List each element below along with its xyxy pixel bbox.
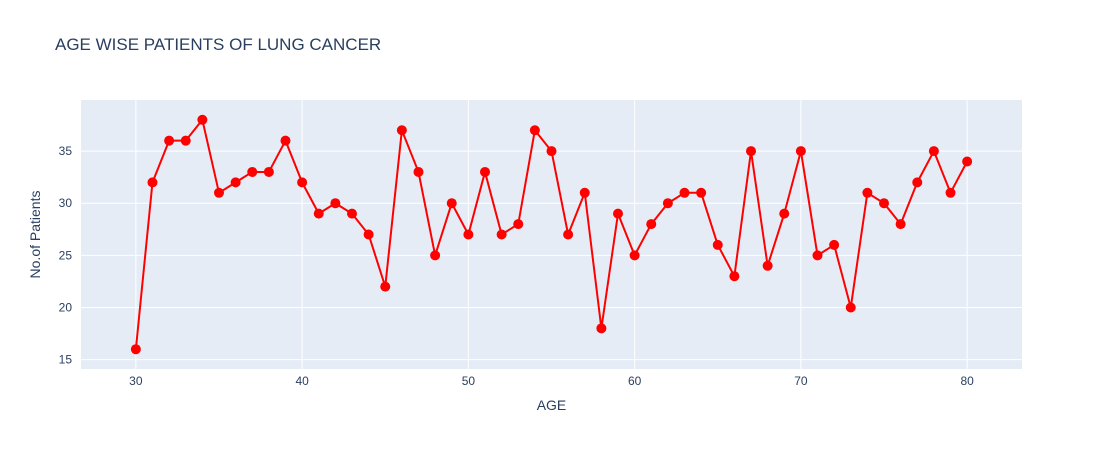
data-point[interactable] [430,250,441,261]
data-point[interactable] [928,146,939,157]
x-tick-label: 50 [462,374,476,388]
data-point[interactable] [646,219,657,230]
data-point[interactable] [912,177,923,188]
data-point[interactable] [164,135,175,146]
data-point[interactable] [862,187,873,198]
x-tick-label: 30 [129,374,143,388]
plot-area [81,100,1022,369]
data-point[interactable] [263,166,274,177]
data-point[interactable] [363,229,374,240]
data-point[interactable] [579,187,590,198]
data-point[interactable] [829,239,840,250]
data-point[interactable] [247,166,258,177]
y-tick-label: 35 [59,144,73,158]
data-point[interactable] [546,146,557,157]
data-point[interactable] [563,229,574,240]
data-point[interactable] [746,146,757,157]
data-point[interactable] [496,229,507,240]
data-point[interactable] [629,250,640,261]
data-point[interactable] [147,177,158,188]
data-point[interactable] [795,146,806,157]
data-point[interactable] [812,250,823,261]
data-point[interactable] [762,260,773,271]
data-point[interactable] [213,187,224,198]
data-point[interactable] [130,344,141,355]
data-point[interactable] [712,239,723,250]
chart-title: AGE WISE PATIENTS OF LUNG CANCER [55,35,382,54]
data-point[interactable] [529,125,540,136]
data-point[interactable] [280,135,291,146]
data-point[interactable] [696,187,707,198]
y-tick-labels: 15 20 25 30 35 [59,144,73,367]
y-tick-label: 25 [59,248,73,262]
data-point[interactable] [330,198,341,209]
data-point[interactable] [962,156,973,167]
data-point[interactable] [313,208,324,219]
data-point[interactable] [297,177,308,188]
data-point[interactable] [779,208,790,219]
data-point[interactable] [396,125,407,136]
y-tick-label: 20 [59,300,73,314]
data-point[interactable] [197,114,208,125]
data-point[interactable] [463,229,474,240]
data-point[interactable] [446,198,457,209]
x-tick-label: 70 [794,374,808,388]
data-point[interactable] [180,135,191,146]
data-point[interactable] [479,166,490,177]
y-tick-label: 30 [59,196,73,210]
data-point[interactable] [895,219,906,230]
x-axis-title: AGE [537,397,567,413]
data-point[interactable] [613,208,624,219]
series-group [130,114,973,355]
data-point[interactable] [380,281,391,292]
data-point[interactable] [945,187,956,198]
data-point[interactable] [346,208,357,219]
data-point[interactable] [596,323,607,334]
data-point[interactable] [729,271,740,282]
data-point[interactable] [230,177,241,188]
y-tick-label: 15 [59,353,73,367]
x-tick-label: 40 [295,374,309,388]
x-tick-labels: 30 40 50 60 70 80 [129,374,974,388]
data-point[interactable] [845,302,856,313]
y-axis-title: No.of Patients [27,191,43,279]
data-point[interactable] [662,198,673,209]
data-point[interactable] [879,198,890,209]
data-point[interactable] [413,166,424,177]
x-tick-label: 60 [628,374,642,388]
x-tick-label: 80 [960,374,974,388]
data-point[interactable] [679,187,690,198]
data-point[interactable] [513,219,524,230]
